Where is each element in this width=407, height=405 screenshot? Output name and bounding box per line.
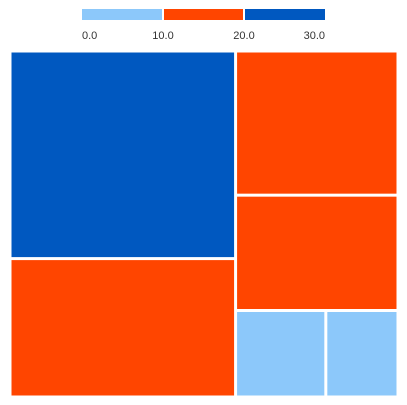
treemap-tile[interactable]	[11, 52, 235, 258]
legend-bin-low	[82, 9, 162, 20]
treemap-tile[interactable]	[11, 260, 235, 396]
legend-tick-label: 10.0	[152, 30, 173, 42]
treemap-tile[interactable]	[237, 196, 397, 309]
legend-bin-high	[245, 9, 325, 20]
legend-tick-label: 0.0	[82, 30, 97, 42]
treemap-tile[interactable]	[237, 312, 325, 396]
legend-bin-mid	[164, 9, 243, 20]
treemap-tiles	[11, 52, 397, 396]
legend-tick-label: 30.0	[304, 30, 325, 42]
legend-tick-label: 20.0	[233, 30, 254, 42]
treemap-tile[interactable]	[237, 52, 397, 194]
treemap-tile[interactable]	[327, 312, 397, 396]
color-legend: 0.0 10.0 20.0 30.0	[82, 9, 325, 42]
